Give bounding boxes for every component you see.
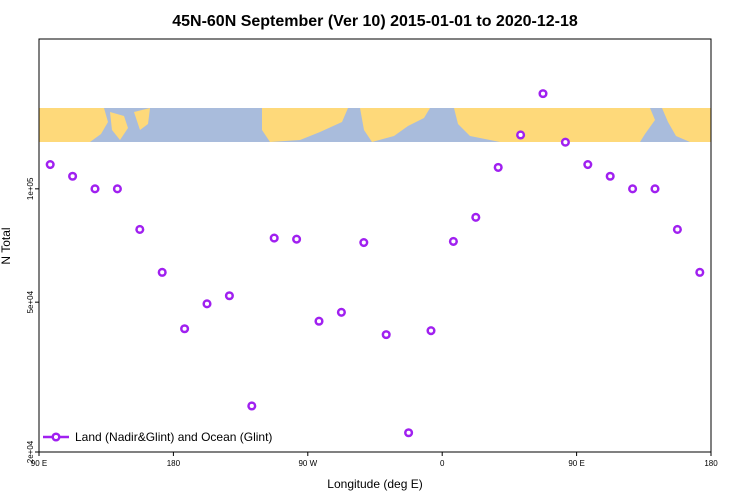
legend-label: Land (Nadir&Glint) and Ocean (Glint)	[75, 430, 272, 444]
data-point	[404, 428, 414, 438]
y-tick-label: 5e+04	[26, 290, 35, 313]
legend-swatch-marker	[51, 432, 61, 442]
map-land-1	[110, 112, 128, 140]
data-point	[157, 267, 167, 277]
data-point	[426, 326, 436, 336]
data-point	[672, 224, 682, 235]
data-point	[583, 160, 593, 170]
data-point	[560, 137, 570, 147]
map-land-3	[262, 108, 348, 142]
data-point	[247, 401, 257, 411]
data-point	[605, 171, 615, 181]
data-point	[112, 184, 122, 194]
data-point	[650, 184, 660, 194]
y-tick-label: 1e+05	[26, 177, 35, 200]
map-land-6	[662, 108, 711, 142]
data-point	[314, 316, 324, 326]
data-point	[135, 224, 145, 235]
data-point	[381, 330, 391, 340]
data-point	[471, 212, 481, 222]
x-tick-label: 90 E	[31, 459, 47, 468]
data-point	[269, 233, 279, 243]
data-point	[68, 171, 78, 181]
x-tick-label: 180	[167, 459, 181, 468]
map-land-0	[39, 108, 108, 142]
x-tick-label: 90 E	[568, 459, 584, 468]
data-point	[336, 307, 346, 317]
data-point	[202, 299, 212, 309]
data-point	[292, 234, 302, 244]
data-point	[516, 130, 526, 140]
data-point	[90, 184, 100, 194]
data-point	[45, 160, 55, 170]
x-tick-label: 180	[704, 459, 718, 468]
x-tick-label: 90 W	[298, 459, 317, 468]
data-point	[493, 162, 503, 172]
data-point	[695, 267, 705, 277]
map-land-2	[134, 108, 150, 130]
map-land-5	[454, 108, 655, 142]
data-point	[448, 236, 458, 246]
data-point	[628, 184, 638, 194]
y-tick-label: 2e+04	[26, 440, 35, 463]
plot-frame	[38, 38, 712, 453]
data-point	[224, 291, 234, 301]
scatter-points	[45, 89, 705, 438]
x-axis: 90 E 180 90 W 0 90 E 180	[31, 452, 718, 468]
data-point	[180, 324, 190, 334]
data-point	[359, 237, 369, 248]
y-axis: 1e+05 5e+04 2e+04	[26, 177, 39, 463]
x-tick-label: 0	[440, 459, 445, 468]
chart-title: 45N-60N September (Ver 10) 2015-01-01 to…	[172, 13, 578, 30]
world-map-strip	[39, 108, 711, 142]
map-land-4	[360, 108, 430, 142]
legend: Land (Nadir&Glint) and Ocean (Glint)	[43, 430, 272, 444]
y-axis-label: N Total	[0, 227, 13, 264]
x-axis-label: Longitude (deg E)	[327, 477, 422, 491]
data-point	[538, 89, 548, 99]
